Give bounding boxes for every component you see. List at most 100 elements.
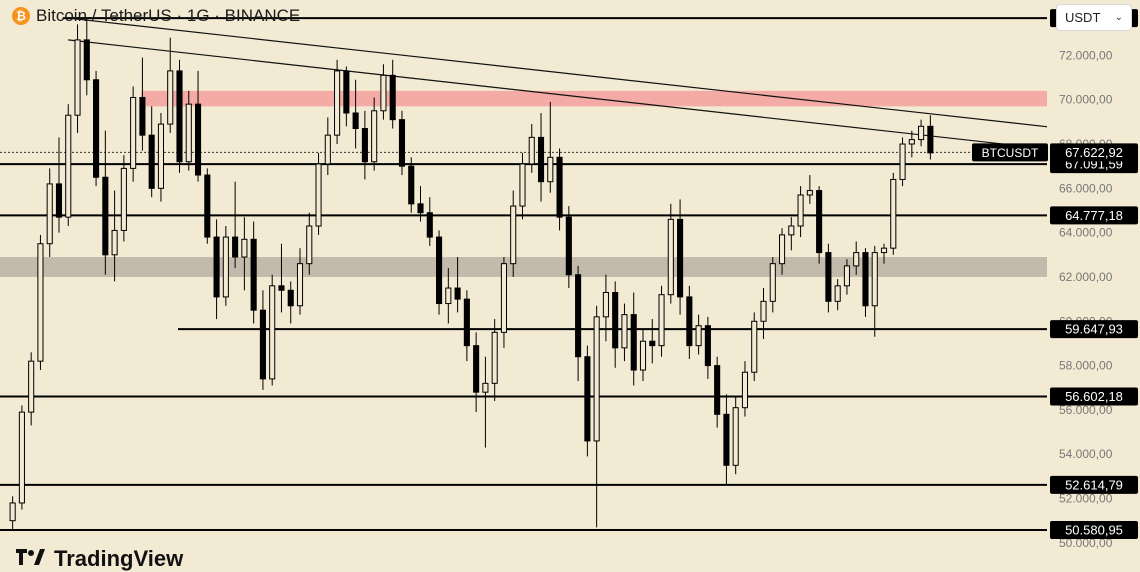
symbol-tag: BTCUSDT [982,146,1039,160]
candle-body [741,371,749,409]
candle-body [93,79,100,178]
candle-body [55,183,63,218]
currency-select-value: USDT [1065,10,1101,25]
candle-body [843,265,850,287]
candle-body [463,298,470,347]
candle-body [278,285,285,291]
candle-body [204,174,211,238]
level-label-bg [1050,206,1138,225]
candle-body [18,411,25,504]
candle-body [324,134,331,165]
chevron-down-icon: ⌄ [1114,12,1123,23]
candle-body [519,163,526,207]
support-zone [0,257,1047,277]
candle-body [825,252,832,302]
price-axis: 72.000,0070.000,0068.000,0066.000,0064.0… [1047,0,1140,565]
candle-body [139,96,146,136]
candle-body [361,128,368,163]
candle-body [528,136,535,165]
candle-body [806,190,813,196]
candle-body [426,212,433,238]
candle-body [723,413,730,466]
candle-body [380,74,387,112]
level-label: 56.602,18 [1065,389,1123,404]
candle-body [639,340,647,371]
level-label: 50.580,95 [1065,522,1123,537]
level-label-bg [1050,387,1138,406]
y-tick-label: 58.000,00 [1059,359,1113,373]
level-label: 52.614,79 [1065,477,1123,492]
y-tick-label: 72.000,00 [1059,48,1113,62]
candle-body [102,176,109,256]
tradingview-logo-icon [16,548,46,571]
candle-body [473,345,480,393]
candle-body [259,309,266,380]
candle-body [352,112,359,130]
candle-body [714,365,721,415]
candle-body [222,236,229,298]
y-tick-label: 54.000,00 [1059,447,1113,461]
candle-body [296,263,304,307]
current-price-label: 67.622,92 [1065,145,1123,160]
y-tick-label: 56.000,00 [1059,403,1113,417]
candle-body [862,252,869,307]
candle-body [250,238,257,311]
candle-body [788,225,795,236]
currency-select[interactable]: USDT ⌄ [1056,4,1132,31]
candle-body [194,103,202,176]
candle-body [148,134,155,189]
candle-body [398,119,406,167]
symbol-title: Bitcoin / TetherUS · 1G · BINANCE [36,6,301,25]
trendline [67,39,1054,151]
y-tick-label: 66.000,00 [1059,181,1113,195]
symbol-tag-bg [972,143,1048,162]
candle-body [176,70,183,163]
tradingview-logo: TradingView [16,546,183,572]
candle-body [760,300,767,322]
candle-body [269,285,276,380]
candle-body [500,263,507,333]
candle-body [732,407,739,466]
candle-body [436,236,443,305]
candle-body [482,382,489,393]
candle-body [445,287,452,305]
candle-body [880,247,888,254]
candle-body [667,218,674,296]
candle-body [185,103,192,163]
y-tick-label: 64.000,00 [1059,226,1113,240]
trendlines-layer [0,17,1054,153]
candle-body [686,296,693,347]
candle-body [612,291,619,349]
y-tick-label: 50.000,00 [1059,536,1113,550]
y-tick-label: 62.000,00 [1059,270,1113,284]
candle-body [157,123,165,189]
candle-body [584,356,591,442]
candle-body [593,316,600,442]
candles-layer [9,17,934,530]
candle-body [120,167,127,231]
y-tick-label: 70.000,00 [1059,93,1113,107]
candle-body [130,96,137,169]
candle-body [797,194,804,227]
candle-body [899,143,906,180]
candle-body [649,340,656,347]
candle-body [454,287,461,300]
candle-body [677,218,684,298]
candle-body [704,325,711,367]
candle-body [834,285,841,302]
candle-body [111,229,118,256]
candle-body [547,156,554,183]
candle-body [778,234,786,265]
candle-body [37,243,44,362]
candle-body [621,314,628,349]
candle-body [853,252,860,267]
candle-body [9,502,16,522]
candle-body [232,236,239,258]
candle-body [389,74,396,121]
candle-body [510,205,517,265]
candle-body [565,216,572,276]
candle-body [816,190,823,254]
tradingview-logo-text: TradingView [54,546,184,571]
candle-body [871,252,878,307]
